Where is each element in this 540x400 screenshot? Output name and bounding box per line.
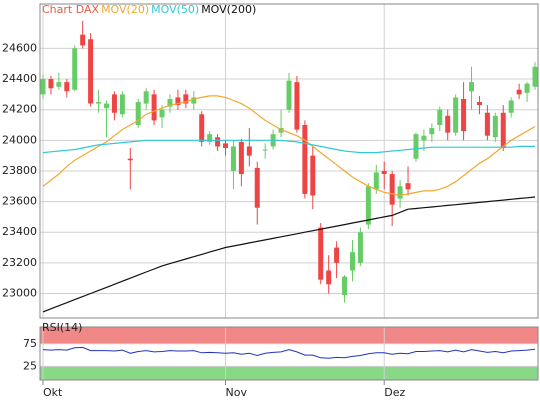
candle-body: [56, 82, 62, 87]
candle-body: [167, 98, 173, 107]
candle-body: [286, 80, 292, 110]
candle-body: [373, 172, 379, 190]
candle-body: [349, 252, 355, 271]
y-tick-label: 24200: [2, 103, 37, 116]
candle-body: [80, 34, 86, 46]
candle-body: [215, 137, 221, 147]
plot-layer: [40, 4, 538, 380]
y-tick-label: 23000: [2, 286, 37, 299]
candle-body: [492, 115, 498, 138]
candle-body: [405, 183, 411, 190]
moving-average-line: [42, 139, 535, 154]
candle-body: [96, 102, 102, 104]
candle-body: [524, 83, 530, 93]
candle-body: [151, 94, 157, 121]
candle-body: [310, 155, 316, 196]
candle-body: [119, 94, 125, 115]
legend-entry: MOV(200): [201, 3, 256, 16]
candle-body: [381, 170, 387, 175]
candle-body: [516, 89, 522, 95]
y-tick-label: 23400: [2, 225, 37, 238]
candle-body: [461, 98, 467, 132]
candle-body: [262, 149, 268, 151]
candle-body: [357, 232, 363, 263]
candle-body: [318, 227, 324, 280]
candle-body: [111, 94, 117, 113]
candle-body: [421, 135, 427, 141]
legend-entry: MOV(20): [101, 3, 149, 16]
candle-body: [48, 79, 54, 89]
candle-body: [143, 91, 149, 104]
candle-body: [183, 94, 189, 104]
candle-body: [40, 79, 46, 95]
rsi-line: [42, 346, 536, 359]
candle-body: [342, 276, 348, 296]
y-tick-label: 23800: [2, 164, 37, 177]
y-tick-label: 24400: [2, 72, 37, 85]
candle-body: [445, 115, 451, 133]
candle-body: [88, 39, 94, 104]
y-tick-label: 75: [23, 337, 37, 350]
rsi-frame: [39, 326, 539, 381]
candle-body: [103, 103, 109, 109]
candle-body: [500, 112, 506, 148]
candle-body: [413, 134, 419, 159]
candle-body: [326, 270, 332, 285]
candle-body: [484, 112, 490, 136]
oversold-band: [40, 366, 538, 380]
candle-body: [207, 134, 213, 142]
candle-body: [365, 186, 371, 225]
candle-body: [278, 128, 284, 133]
x-tick-label: Nov: [226, 386, 248, 399]
candle-body: [230, 146, 236, 171]
x-tick-label: Okt: [43, 386, 63, 399]
candle-body: [508, 100, 514, 113]
candle-body: [135, 102, 141, 126]
y-tick-label: 25: [23, 359, 37, 372]
overbought-band: [40, 327, 538, 344]
candle-body: [476, 102, 482, 106]
candle-body: [397, 186, 403, 199]
rsi-title: RSI(14): [42, 321, 82, 334]
candle-body: [469, 82, 475, 92]
candle-body: [532, 66, 538, 87]
candle-body: [64, 82, 70, 92]
candle-body: [453, 97, 459, 133]
candle-body: [302, 125, 308, 194]
candle-body: [191, 97, 197, 104]
main-panel: [40, 4, 538, 318]
candle-body: [175, 97, 181, 106]
candle-body: [294, 82, 300, 130]
candle-body: [429, 128, 435, 135]
main-frame: [39, 3, 539, 319]
candle-body: [159, 109, 165, 118]
x-tick-label: Dez: [384, 386, 405, 399]
candle-body: [72, 48, 78, 90]
candle-body: [334, 247, 340, 263]
candle-body: [437, 109, 443, 126]
y-tick-label: 23200: [2, 256, 37, 269]
candle-body: [238, 141, 244, 175]
candle-body: [254, 167, 260, 208]
candle-body: [246, 146, 252, 156]
candle-body: [223, 143, 229, 148]
chart-title: Chart DAX: [42, 3, 100, 16]
legend-entry: MOV(50): [151, 3, 199, 16]
candle-body: [199, 114, 205, 142]
y-tick-label: 24600: [2, 41, 37, 54]
moving-average-line: [42, 196, 536, 313]
y-tick-label: 24000: [2, 133, 37, 146]
y-tick-label: 23600: [2, 195, 37, 208]
moving-average-line: [42, 95, 536, 197]
candle-body: [389, 174, 395, 205]
candle-body: [127, 158, 133, 161]
